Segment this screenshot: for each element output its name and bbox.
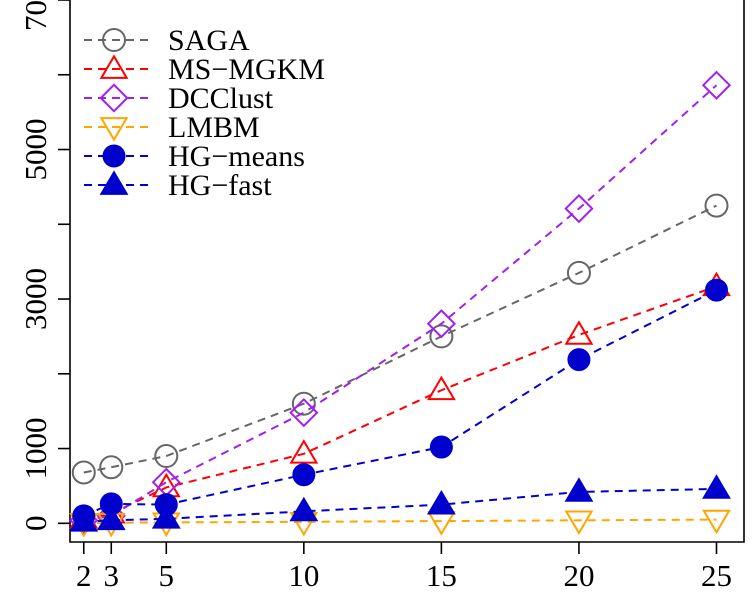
data-point bbox=[564, 320, 594, 345]
data-point bbox=[292, 463, 316, 487]
legend-label: LMBM bbox=[168, 111, 260, 144]
data-point bbox=[702, 509, 731, 535]
data-point bbox=[566, 260, 591, 285]
y-tick-label: 0 bbox=[18, 516, 53, 532]
legend-marker bbox=[99, 54, 129, 79]
y-tick-label: 1000 bbox=[18, 418, 53, 480]
legend-item: MS−MGKM bbox=[84, 53, 325, 86]
data-point bbox=[151, 504, 181, 529]
legend-item: LMBM bbox=[84, 111, 260, 144]
data-point bbox=[701, 70, 732, 100]
data-point bbox=[96, 505, 126, 531]
legend-label: DCClust bbox=[168, 82, 274, 115]
data-point bbox=[289, 439, 319, 464]
data-point bbox=[567, 348, 591, 372]
data-point bbox=[429, 435, 453, 459]
series-5 bbox=[69, 474, 731, 532]
x-tick-label: 2 bbox=[76, 558, 92, 593]
y-tick-label: 7000 bbox=[18, 0, 53, 31]
data-point bbox=[426, 511, 456, 536]
y-axis-ticks: 0 1000 3000 5000 7000 bbox=[18, 0, 70, 531]
chart-axes bbox=[69, 0, 745, 543]
data-point bbox=[564, 510, 594, 535]
x-tick-label: 5 bbox=[159, 558, 175, 593]
series-line bbox=[83, 84, 718, 522]
x-tick-label: 20 bbox=[563, 558, 594, 593]
y-tick-label: 3000 bbox=[18, 268, 53, 330]
legend-item: HG−means bbox=[84, 140, 305, 173]
x-tick-label: 15 bbox=[426, 558, 457, 593]
data-point bbox=[426, 375, 456, 401]
data-point bbox=[291, 391, 316, 416]
series-0 bbox=[71, 193, 729, 485]
data-point bbox=[704, 193, 729, 218]
legend-marker bbox=[99, 170, 129, 195]
legend-item: SAGA bbox=[84, 24, 250, 57]
data-point bbox=[71, 460, 96, 485]
series-line bbox=[83, 518, 717, 524]
data-point bbox=[99, 455, 124, 480]
data-point bbox=[69, 507, 99, 532]
plot-frame bbox=[69, 0, 745, 543]
legend-marker bbox=[99, 117, 129, 142]
data-point bbox=[289, 398, 319, 428]
data-point bbox=[429, 324, 454, 349]
data-point bbox=[154, 444, 179, 469]
y-tick-label: 5000 bbox=[18, 119, 53, 181]
x-tick-label: 10 bbox=[288, 558, 319, 593]
legend-label: HG−means bbox=[168, 140, 305, 173]
series-line bbox=[83, 204, 717, 474]
legend-label: HG−fast bbox=[168, 169, 272, 202]
legend-marker bbox=[102, 144, 126, 168]
data-point bbox=[289, 496, 319, 522]
data-point bbox=[426, 489, 456, 515]
legend-label: SAGA bbox=[168, 24, 250, 57]
legend-marker bbox=[102, 28, 126, 52]
data-point bbox=[426, 309, 457, 339]
legend-marker bbox=[99, 83, 129, 113]
x-axis-ticks: 2 3 5 10 15 20 25 bbox=[76, 542, 732, 593]
data-point bbox=[702, 474, 731, 499]
series-1 bbox=[69, 271, 731, 529]
x-tick-label: 3 bbox=[104, 558, 120, 593]
x-tick-label: 25 bbox=[701, 558, 732, 593]
data-point bbox=[704, 278, 728, 302]
series-layer bbox=[69, 70, 732, 538]
legend-item: DCClust bbox=[84, 82, 274, 115]
legend-label: MS−MGKM bbox=[168, 53, 325, 86]
legend-item: HG−fast bbox=[84, 169, 272, 202]
data-point bbox=[564, 193, 594, 224]
data-point bbox=[564, 477, 594, 502]
